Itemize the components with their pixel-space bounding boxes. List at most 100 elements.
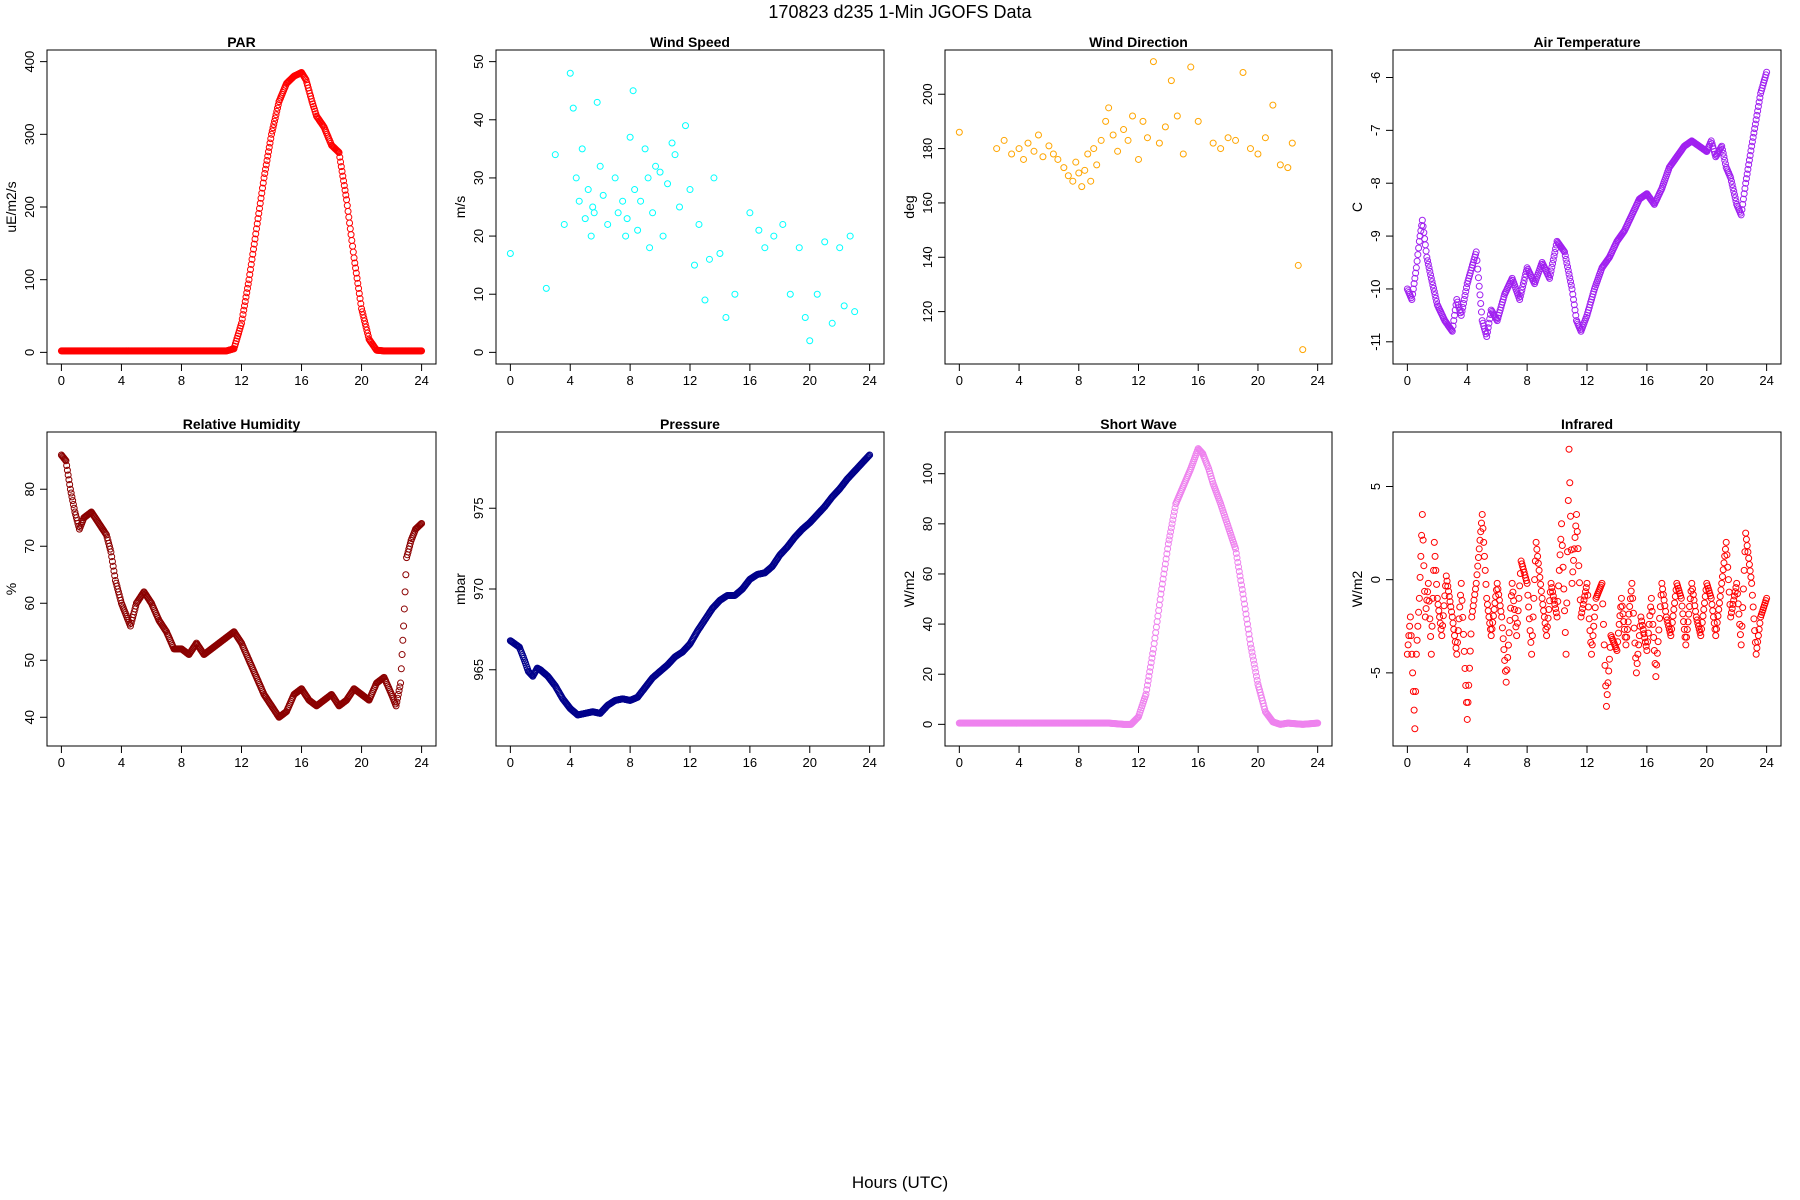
data-point [1628, 579, 1636, 587]
data-point [1474, 554, 1482, 562]
y-tick-label: 0 [1368, 576, 1383, 583]
data-point [1450, 317, 1458, 325]
data-point [1145, 672, 1153, 680]
data-point [1497, 607, 1505, 615]
x-tick-label: 4 [118, 755, 125, 770]
data-point [1623, 633, 1631, 641]
data-point [840, 302, 848, 310]
data-point [572, 174, 580, 182]
data-point [1738, 622, 1746, 630]
data-point [249, 250, 257, 258]
y-axis-label: uE/m2/s [3, 181, 19, 232]
data-point [1660, 596, 1668, 604]
data-point [1246, 640, 1254, 648]
data-point [846, 232, 854, 240]
data-point [1164, 545, 1172, 553]
data-point [1721, 156, 1729, 164]
data-point [1554, 597, 1562, 605]
x-tick-label: 0 [1404, 373, 1411, 388]
data-point [357, 300, 365, 308]
data-point [1519, 283, 1527, 291]
y-axis-label: % [3, 583, 19, 595]
data-point [801, 313, 809, 321]
data-point [578, 145, 586, 153]
data-point [1562, 255, 1570, 263]
data-point [1197, 448, 1205, 456]
data-point [631, 186, 639, 194]
data-point [1424, 260, 1432, 268]
data-point [1254, 150, 1262, 158]
data-point [1745, 156, 1753, 164]
data-point [1622, 641, 1630, 649]
data-point [1629, 609, 1637, 617]
data-point [1299, 346, 1307, 354]
data-point [1469, 602, 1477, 610]
data-point [1146, 663, 1154, 671]
data-point [1539, 601, 1547, 609]
data-point [1476, 536, 1484, 544]
data-point [779, 220, 787, 228]
data-point [1678, 602, 1686, 610]
data-point [1237, 576, 1245, 584]
data-point [1467, 630, 1475, 638]
data-point [106, 545, 114, 553]
data-point [1170, 508, 1178, 516]
data-point [1476, 291, 1484, 299]
x-tick-label: 20 [1251, 755, 1265, 770]
data-point [1428, 622, 1436, 630]
data-point [614, 209, 622, 217]
data-point [1463, 284, 1470, 292]
data-point [1637, 613, 1645, 621]
data-point [851, 308, 859, 316]
data-point [1406, 613, 1414, 621]
data-point [1454, 638, 1462, 646]
data-point [1439, 612, 1447, 620]
y-tick-label: 200 [920, 83, 935, 105]
data-point [1613, 647, 1621, 654]
data-point [1753, 111, 1761, 119]
data-point [102, 530, 110, 538]
data-point [253, 225, 261, 233]
data-point [1695, 625, 1703, 633]
data-point [266, 139, 274, 147]
data-point [1732, 584, 1740, 592]
data-point [1590, 613, 1598, 621]
data-point [1640, 630, 1648, 638]
data-point [1751, 125, 1759, 133]
data-point [343, 202, 351, 210]
data-point [1568, 579, 1576, 587]
x-tick-label: 20 [803, 755, 817, 770]
data-point [1235, 567, 1243, 575]
data-point [1624, 618, 1632, 626]
data-point [1692, 607, 1700, 615]
data-point [1284, 164, 1292, 172]
data-point [1093, 161, 1101, 169]
data-point [1722, 538, 1730, 546]
data-point [1561, 607, 1569, 615]
data-point [394, 694, 402, 702]
data-point [619, 197, 627, 205]
data-point [1477, 308, 1485, 316]
data-point [1543, 632, 1551, 640]
data-point [1470, 596, 1478, 604]
data-point [241, 302, 248, 310]
data-point [1246, 635, 1254, 643]
y-tick-label: 180 [920, 138, 935, 160]
data-point [1412, 688, 1420, 695]
data-point [1638, 621, 1646, 629]
data-point [1723, 551, 1731, 559]
x-tick-label: 16 [294, 755, 308, 770]
data-point [575, 197, 583, 205]
data-point [1728, 181, 1736, 189]
y-tick-label: -5 [1368, 667, 1383, 679]
data-point [551, 151, 559, 159]
data-point [261, 170, 269, 178]
data-point [1429, 594, 1437, 602]
data-point [1590, 622, 1598, 630]
data-point [1731, 588, 1739, 596]
data-point [1579, 605, 1587, 613]
data-point [1598, 579, 1606, 587]
data-point [1736, 620, 1744, 628]
data-point [62, 457, 70, 465]
data-point [1615, 620, 1623, 628]
